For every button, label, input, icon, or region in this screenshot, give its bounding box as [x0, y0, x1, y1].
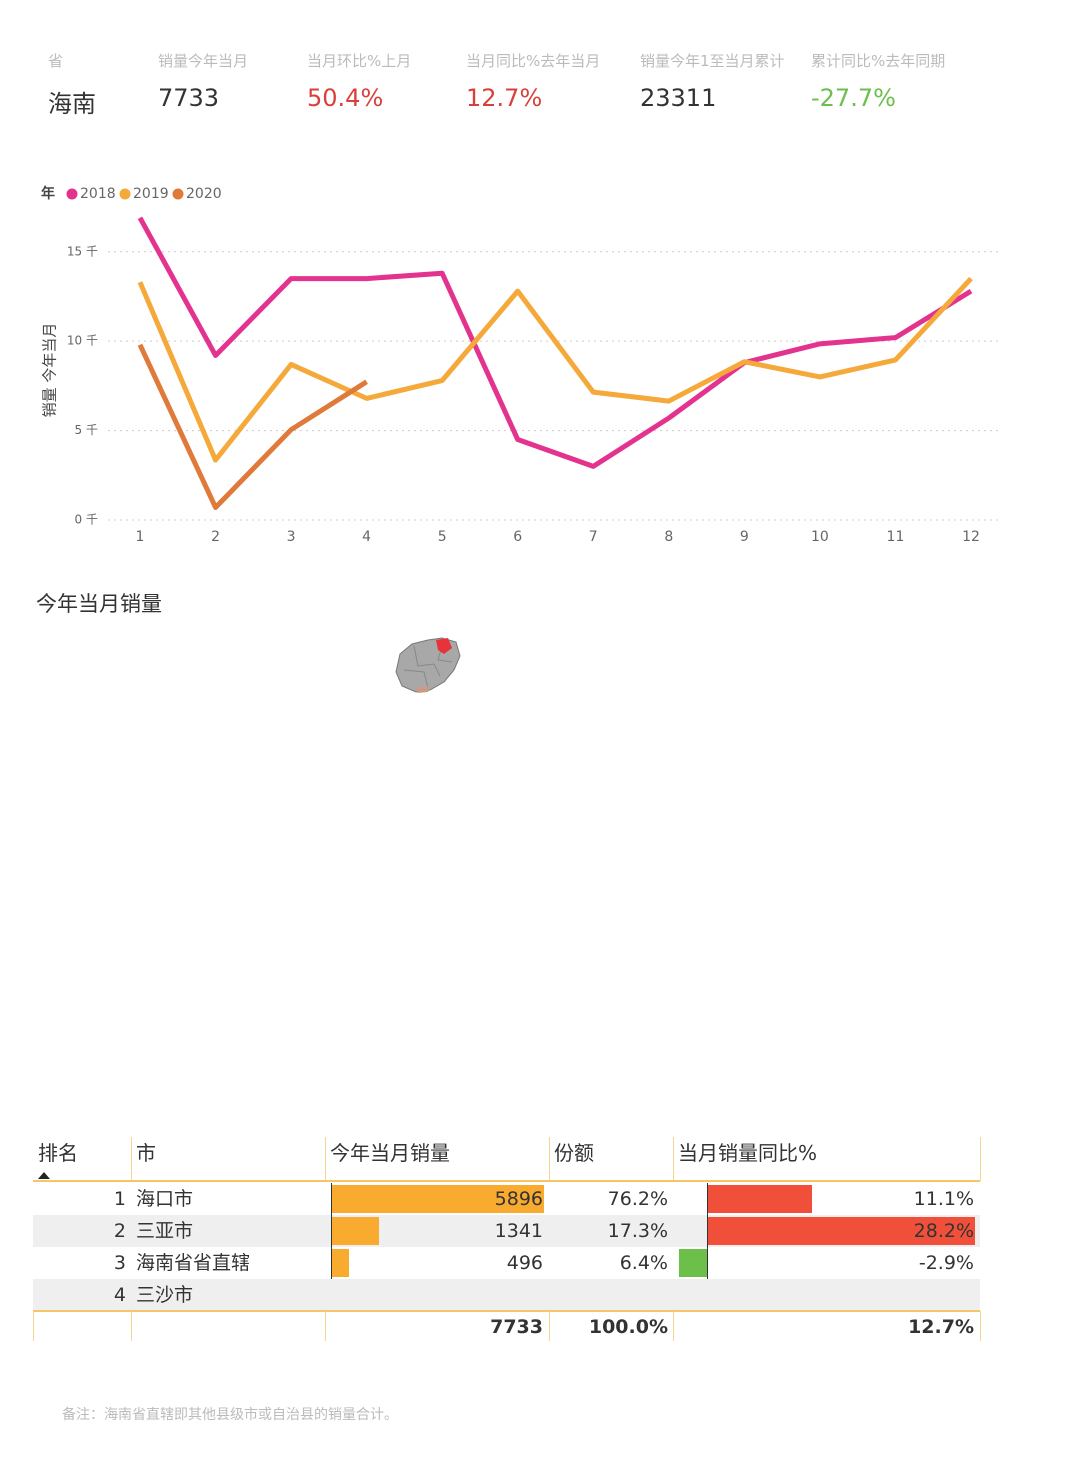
x-tick-label: 2 — [211, 529, 220, 545]
kpi-header: 省 — [48, 52, 64, 70]
column-header: 当月销量同比% — [678, 1141, 818, 1165]
bar-axis — [331, 1247, 332, 1279]
rank: 3 — [113, 1252, 126, 1274]
sales: 496 — [506, 1252, 543, 1274]
total-border — [33, 1310, 980, 1312]
sort-indicator — [38, 1162, 50, 1179]
bar — [707, 1185, 813, 1213]
row-background — [33, 1279, 980, 1311]
column-divider — [549, 1311, 550, 1341]
column-divider — [980, 1137, 981, 1181]
bar — [331, 1217, 380, 1245]
kpi-value: 7733 — [158, 84, 220, 112]
x-tick-label: 1 — [136, 529, 145, 545]
map-region — [416, 686, 430, 693]
bar-axis — [707, 1183, 708, 1215]
legend-marker — [119, 188, 131, 200]
y-tick-label: 15 千 — [67, 244, 98, 258]
legend-label: 2019 — [133, 186, 169, 202]
map-title: 今年当月销量 — [36, 592, 162, 616]
legend-marker — [66, 188, 78, 200]
line-series — [137, 276, 973, 463]
city: 三沙市 — [136, 1284, 194, 1306]
bar-axis — [707, 1215, 708, 1247]
kpi-header: 累计同比%去年同期 — [811, 52, 946, 70]
x-tick-label: 7 — [589, 529, 598, 545]
column-divider — [673, 1137, 674, 1181]
total-sales: 7733 — [490, 1316, 543, 1338]
x-tick-label: 9 — [740, 529, 749, 545]
map — [395, 637, 461, 693]
legend-marker — [172, 188, 184, 200]
header-border — [33, 1180, 980, 1182]
y-tick-label: 10 千 — [67, 334, 98, 348]
column-divider — [549, 1137, 550, 1181]
x-tick-label: 4 — [362, 529, 371, 545]
share: 76.2% — [607, 1188, 668, 1210]
bar — [679, 1249, 707, 1277]
rank: 4 — [113, 1284, 126, 1306]
column-divider — [131, 1311, 132, 1341]
bar — [331, 1185, 544, 1213]
rank: 1 — [113, 1188, 126, 1210]
x-tick-label: 5 — [438, 529, 447, 545]
x-tick-label: 12 — [962, 529, 980, 545]
share: 6.4% — [619, 1252, 668, 1274]
column-divider — [325, 1311, 326, 1341]
column-header: 今年当月销量 — [330, 1141, 450, 1165]
column-divider — [673, 1311, 674, 1341]
kpi-value: 23311 — [640, 84, 717, 112]
note: 备注：海南省直辖即其他县级市或自治县的销量合计。 — [62, 1407, 398, 1423]
kpi-header: 当月同比%去年当月 — [466, 52, 601, 70]
share: 17.3% — [607, 1220, 668, 1242]
kpi-value: 海南 — [48, 90, 96, 118]
line-series — [137, 343, 368, 510]
bar-axis — [707, 1247, 708, 1279]
x-tick-label: 6 — [513, 529, 522, 545]
column-divider — [33, 1311, 34, 1341]
bar-axis — [331, 1215, 332, 1247]
column-header: 市 — [136, 1141, 156, 1165]
column-header: 排名 — [38, 1141, 78, 1165]
kpi-value: 12.7% — [466, 84, 543, 112]
yoy: 11.1% — [913, 1188, 974, 1210]
column-divider — [131, 1137, 132, 1181]
legend-label: 2018 — [80, 186, 116, 202]
x-tick-label: 11 — [887, 529, 905, 545]
bar — [331, 1249, 349, 1277]
y-tick-label: 0 千 — [75, 513, 98, 527]
y-tick-label: 5 千 — [75, 423, 98, 437]
city: 三亚市 — [136, 1220, 194, 1242]
sales: 1341 — [494, 1220, 543, 1242]
kpi-header: 当月环比%上月 — [307, 52, 412, 70]
bar — [707, 1217, 975, 1245]
legend-label: 2020 — [186, 186, 222, 202]
x-tick-label: 10 — [811, 529, 829, 545]
city: 海南省省直辖 — [136, 1252, 251, 1274]
legend-title: 年 — [41, 185, 55, 202]
column-divider — [325, 1137, 326, 1181]
yoy: 28.2% — [913, 1220, 974, 1242]
kpi-value: 50.4% — [307, 84, 384, 112]
column-divider — [980, 1311, 981, 1341]
kpi-header: 销量今年1至当月累计 — [640, 52, 785, 70]
kpi-value: -27.7% — [811, 84, 896, 112]
x-tick-label: 8 — [664, 529, 673, 545]
city: 海口市 — [136, 1188, 194, 1210]
column-header: 份额 — [554, 1141, 594, 1165]
map-highlight — [436, 638, 452, 654]
rank: 2 — [113, 1220, 126, 1242]
total-yoy: 12.7% — [908, 1316, 974, 1338]
x-tick-label: 3 — [287, 529, 296, 545]
sales: 5896 — [494, 1188, 543, 1210]
kpi-header: 销量今年当月 — [158, 52, 249, 70]
yoy: -2.9% — [918, 1252, 974, 1274]
y-axis-label: 销量 今年当月 — [41, 323, 59, 418]
bar-axis — [331, 1183, 332, 1215]
line-series — [137, 216, 973, 469]
total-share: 100.0% — [588, 1316, 668, 1338]
